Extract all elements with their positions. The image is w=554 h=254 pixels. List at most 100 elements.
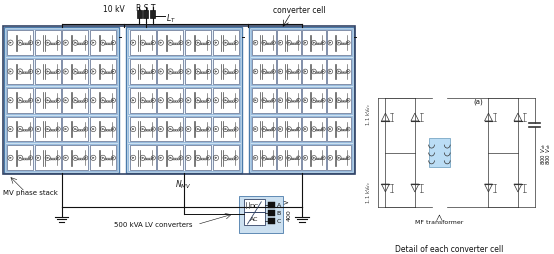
Bar [253,60,276,85]
Bar [35,88,61,113]
Bar [150,10,155,19]
Bar [253,117,276,142]
Bar [157,117,183,142]
Bar [213,88,239,113]
Text: converter cell: converter cell [273,6,325,15]
Bar [130,60,156,85]
Bar [244,199,265,212]
Bar [130,117,156,142]
Bar [129,59,240,86]
Bar [129,88,240,114]
Bar [90,60,116,85]
Bar [7,60,33,85]
Text: 1.1 kV$_{dc}$: 1.1 kV$_{dc}$ [364,102,373,125]
Bar [157,60,183,85]
Bar [327,60,351,85]
Bar [327,146,351,171]
Bar [278,60,301,85]
Bar [4,28,120,173]
Text: MF transformer: MF transformer [415,219,464,224]
Bar [185,60,211,85]
Bar [7,31,33,56]
Bar [129,145,240,171]
Bar [251,145,352,171]
Bar [251,88,352,114]
Text: C: C [276,218,281,223]
Bar [62,117,89,142]
Text: A: A [276,202,281,208]
Bar [213,117,239,142]
Bar [157,88,183,113]
Text: AC: AC [250,217,259,221]
Bar [268,202,275,208]
Bar [90,117,116,142]
Bar [251,116,352,143]
Bar [62,31,89,56]
Bar [239,196,283,233]
Bar [130,31,156,56]
Bar [327,31,351,56]
Bar [185,88,211,113]
Bar [213,146,239,171]
Bar [253,146,276,171]
Text: 400: 400 [286,208,291,220]
Bar [7,88,33,113]
Bar [268,218,275,224]
Text: B: B [276,210,281,215]
Text: 10 kV: 10 kV [102,5,125,14]
Bar [35,31,61,56]
Bar [268,210,275,216]
Bar [278,88,301,113]
Bar [278,117,301,142]
Bar [62,88,89,113]
Bar [278,146,301,171]
Bar [253,88,276,113]
Bar [129,30,240,57]
Bar [327,88,351,113]
Bar [90,146,116,171]
Bar [6,30,117,57]
Text: 800 $V_{dc}$: 800 $V_{dc}$ [540,142,548,164]
Bar [302,60,326,85]
Bar [6,59,117,86]
Bar [143,10,148,19]
Bar [249,28,354,173]
Bar [278,31,301,56]
Bar [7,146,33,171]
Bar [137,10,141,19]
Bar [213,60,239,85]
Bar [157,146,183,171]
Bar [302,88,326,113]
Bar [213,31,239,56]
Bar [185,117,211,142]
Bar [302,117,326,142]
Bar [185,31,211,56]
Bar [251,59,352,86]
Bar [327,117,351,142]
Bar [429,138,450,168]
Text: >: > [283,199,288,205]
Text: 800 $V_{dc}$: 800 $V_{dc}$ [545,142,553,164]
Text: R S T: R S T [136,4,156,13]
Bar [35,60,61,85]
Bar [130,146,156,171]
Bar [3,27,355,174]
Bar [130,88,156,113]
Bar [6,116,117,143]
Bar [253,31,276,56]
Bar [244,212,265,226]
Bar [126,28,242,173]
Bar [6,88,117,114]
Bar [185,146,211,171]
Bar [6,145,117,171]
Bar [302,31,326,56]
Bar [62,60,89,85]
Bar [35,146,61,171]
Bar [129,116,240,143]
Text: 1.1 kV$_{dc}$: 1.1 kV$_{dc}$ [364,181,373,204]
Bar [90,31,116,56]
Bar [62,146,89,171]
Text: $L_T$: $L_T$ [166,12,176,25]
Text: 500 kVA LV converters: 500 kVA LV converters [114,222,192,228]
Bar [7,117,33,142]
